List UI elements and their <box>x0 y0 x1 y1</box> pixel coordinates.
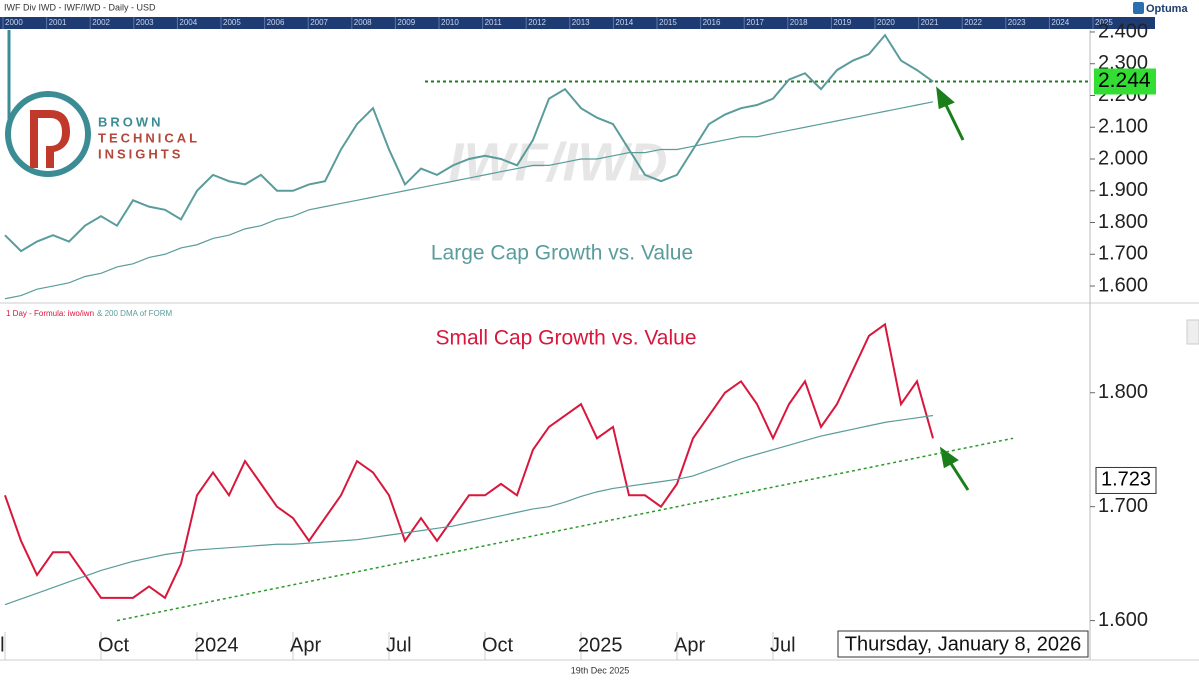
timeline-year: 2019 <box>833 18 851 27</box>
timeline-year: 2006 <box>267 18 285 27</box>
brand: Optuma <box>1146 3 1188 15</box>
x-tick-label: 2025 <box>578 634 623 656</box>
y-tick-label: 1.700 <box>1098 495 1148 517</box>
series-line <box>4 33 934 253</box>
price-label: 1.723 <box>1101 469 1151 491</box>
timeline-year: 2018 <box>790 18 808 27</box>
x-tick-label: Jul <box>0 634 5 656</box>
date-box <box>837 630 1089 658</box>
y-tick-label: 2.100 <box>1098 116 1148 138</box>
x-axis-note: 19th Dec 2025 <box>571 665 630 675</box>
y-tick-label: 1.800 <box>1098 211 1148 233</box>
watermark: IWF/IWD <box>449 132 668 192</box>
timeline-year: 2011 <box>485 18 503 27</box>
y-tick-label: 1.600 <box>1098 609 1148 631</box>
y-tick-label: 1.900 <box>1098 179 1148 201</box>
x-tick-label: Apr <box>290 634 321 656</box>
legend-entry: & 200 DMA of FORM <box>97 309 172 318</box>
logo-line: TECHNICAL <box>98 130 200 145</box>
timeline-year: 2021 <box>921 18 939 27</box>
x-tick-label: Jul <box>770 634 796 656</box>
price-label: 2.244 <box>1098 69 1151 92</box>
y-tick-label: 2.300 <box>1098 52 1148 74</box>
y-tick-label: 1.800 <box>1098 381 1148 403</box>
timeline-year: 2022 <box>964 18 982 27</box>
timeline-year: 2001 <box>49 18 67 27</box>
x-tick-label: Apr <box>674 634 705 656</box>
logo-line: INSIGHTS <box>98 146 183 161</box>
x-tick-label: 2024 <box>194 634 239 656</box>
price-box <box>1094 68 1156 95</box>
timeline-year: 2005 <box>223 18 241 27</box>
annotation: Small Cap Growth vs. Value <box>435 327 696 350</box>
y-tick-label: 2.000 <box>1098 147 1148 169</box>
date-label: Thursday, January 8, 2026 <box>845 633 1081 655</box>
series-line <box>4 322 934 600</box>
logo-line: BROWN <box>98 114 164 129</box>
brand-icon <box>1133 2 1144 14</box>
annotation: Large Cap Growth vs. Value <box>431 242 693 265</box>
logo: BROWN TECHNICAL INSIGHTS <box>5 30 200 177</box>
timeline-year: 2004 <box>179 18 197 27</box>
timeline-year: 2024 <box>1051 18 1069 27</box>
timeline-year: 2007 <box>310 18 328 27</box>
timeline-year: 2009 <box>397 18 415 27</box>
timeline-year: 2017 <box>746 18 764 27</box>
timeline-year: 2012 <box>528 18 546 27</box>
timeline-strip <box>0 17 1155 29</box>
scroll-button[interactable] <box>1186 319 1199 345</box>
header-title: IWF Div IWD - IWF/IWD - Daily - USD <box>4 2 156 12</box>
x-tick-label: Oct <box>98 634 130 656</box>
timeline-year: 2020 <box>877 18 895 27</box>
timeline-year: 2000 <box>5 18 23 27</box>
timeline-year: 2025 <box>1095 18 1113 27</box>
legend-entry: 1 Day - Formula: iwo/iwn <box>6 309 94 318</box>
timeline-year: 2014 <box>615 18 633 27</box>
y-tick-label: 2.400 <box>1098 20 1148 42</box>
series-line <box>4 101 934 300</box>
timeline-year: 2013 <box>572 18 590 27</box>
series-line <box>4 414 934 606</box>
timeline-year: 2003 <box>136 18 154 27</box>
timeline-year: 2016 <box>703 18 721 27</box>
timeline: 2000 2001 2002 2003 2004 2005 2006 2007 2008 2009… <box>2 17 1113 29</box>
price-box <box>1095 466 1157 494</box>
timeline-year: 2008 <box>354 18 372 27</box>
arrow <box>939 446 970 491</box>
x-tick-label: Oct <box>482 634 514 656</box>
timeline-year: 2010 <box>441 18 459 27</box>
y-tick-label: 1.600 <box>1098 274 1148 296</box>
y-tick-label: 1.700 <box>1098 243 1148 265</box>
timeline-year: 2015 <box>659 18 677 27</box>
timeline-year: 2002 <box>92 18 110 27</box>
x-tick-label: Jul <box>386 634 412 656</box>
timeline-year: 2023 <box>1008 18 1026 27</box>
arrow <box>936 86 965 141</box>
trendline <box>116 437 1014 622</box>
